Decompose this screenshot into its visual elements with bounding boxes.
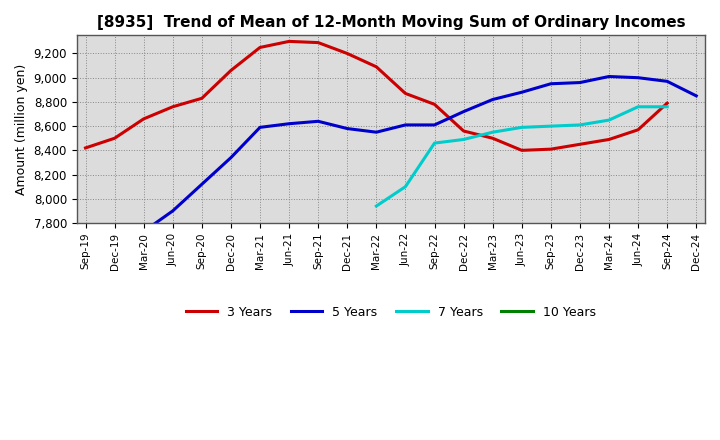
3 Years xyxy=(197,95,206,101)
3 Years xyxy=(140,116,148,121)
3 Years xyxy=(518,148,526,153)
5 Years xyxy=(168,208,177,213)
3 Years xyxy=(401,91,410,96)
3 Years xyxy=(110,136,119,141)
5 Years xyxy=(605,74,613,79)
3 Years xyxy=(575,142,584,147)
3 Years xyxy=(634,127,642,132)
7 Years xyxy=(605,117,613,123)
3 Years xyxy=(488,136,497,141)
5 Years xyxy=(256,125,264,130)
5 Years xyxy=(634,75,642,81)
5 Years xyxy=(343,126,351,131)
3 Years xyxy=(81,145,90,150)
3 Years xyxy=(343,51,351,56)
5 Years xyxy=(372,129,381,135)
3 Years xyxy=(372,64,381,70)
3 Years xyxy=(256,45,264,50)
7 Years xyxy=(488,129,497,135)
5 Years xyxy=(314,119,323,124)
7 Years xyxy=(546,124,555,129)
3 Years xyxy=(430,102,438,107)
7 Years xyxy=(663,104,672,110)
Legend: 3 Years, 5 Years, 7 Years, 10 Years: 3 Years, 5 Years, 7 Years, 10 Years xyxy=(181,301,600,323)
3 Years xyxy=(168,104,177,110)
7 Years xyxy=(401,184,410,189)
3 Years xyxy=(546,147,555,152)
5 Years xyxy=(546,81,555,86)
Line: 7 Years: 7 Years xyxy=(377,107,667,206)
7 Years xyxy=(575,122,584,128)
7 Years xyxy=(372,203,381,209)
5 Years xyxy=(430,122,438,128)
Line: 3 Years: 3 Years xyxy=(86,41,667,150)
5 Years xyxy=(140,229,148,234)
Line: 5 Years: 5 Years xyxy=(144,77,696,231)
5 Years xyxy=(197,182,206,187)
3 Years xyxy=(227,68,235,73)
5 Years xyxy=(575,80,584,85)
7 Years xyxy=(518,125,526,130)
3 Years xyxy=(605,137,613,142)
5 Years xyxy=(401,122,410,128)
3 Years xyxy=(663,100,672,106)
5 Years xyxy=(227,155,235,160)
3 Years xyxy=(314,40,323,45)
3 Years xyxy=(285,39,294,44)
Y-axis label: Amount (million yen): Amount (million yen) xyxy=(15,63,28,195)
3 Years xyxy=(459,128,468,134)
5 Years xyxy=(692,93,701,99)
5 Years xyxy=(518,90,526,95)
7 Years xyxy=(459,137,468,142)
5 Years xyxy=(488,97,497,102)
7 Years xyxy=(430,140,438,146)
7 Years xyxy=(634,104,642,110)
Title: [8935]  Trend of Mean of 12-Month Moving Sum of Ordinary Incomes: [8935] Trend of Mean of 12-Month Moving … xyxy=(96,15,685,30)
5 Years xyxy=(663,79,672,84)
5 Years xyxy=(459,109,468,114)
5 Years xyxy=(285,121,294,126)
